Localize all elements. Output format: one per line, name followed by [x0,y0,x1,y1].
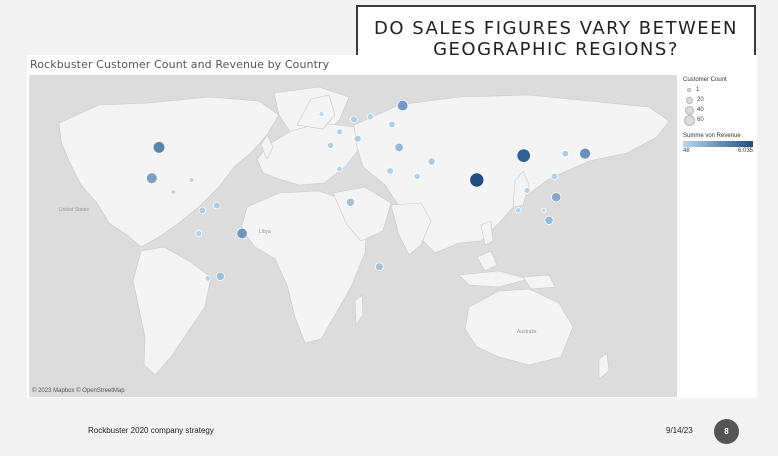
country-marker[interactable] [204,275,211,282]
viz-title: Rockbuster Customer Count and Revenue by… [30,58,330,71]
size-legend-item: 60 [683,114,755,126]
landmass-india [390,202,432,256]
landmass-new-zealand [598,352,610,380]
footer-date: 9/14/23 [666,426,693,435]
size-legend-circle [685,105,694,115]
landmass-philippines [480,220,494,246]
landmass-europe [256,122,360,186]
country-marker[interactable] [188,177,195,183]
legend: Customer Count 1 20 40 60 Summe von Reve… [683,77,755,154]
country-marker[interactable] [336,165,343,173]
size-legend-label: 40 [697,107,704,113]
country-marker[interactable] [327,141,334,149]
color-legend-gradient [683,141,753,147]
size-legend-item: 40 [683,105,755,115]
country-marker[interactable] [427,157,436,166]
country-marker[interactable] [336,128,343,136]
country-marker[interactable] [515,207,522,214]
country-marker[interactable] [198,206,206,215]
size-legend-label: 60 [697,117,704,123]
size-legend-circle [687,88,691,92]
country-marker[interactable] [170,189,177,195]
country-marker[interactable] [413,172,421,180]
country-marker[interactable] [551,192,562,203]
size-legend-label: 20 [697,97,704,103]
country-marker[interactable] [213,201,221,210]
footer-company: Rockbuster 2020 company strategy [88,426,214,435]
landmass-madagascar [354,294,364,326]
country-marker[interactable] [524,187,531,194]
landmass-new-guinea [522,274,556,290]
country-marker[interactable] [146,172,158,184]
country-marker[interactable] [394,142,404,153]
page-number-badge: 8 [714,419,739,444]
size-legend-label: 1 [696,87,700,93]
country-marker[interactable] [195,230,202,237]
size-legend-item: 20 [683,95,755,105]
country-marker[interactable] [541,207,547,213]
landmass-australia [464,288,574,366]
country-marker[interactable] [544,215,554,225]
slide-title: DO SALES FIGURES VARY BETWEEN GEOGRAPHIC… [374,18,738,60]
country-marker[interactable] [561,149,569,158]
size-legend-circle [686,96,693,104]
country-marker[interactable] [366,113,374,121]
map-visualization: Rockbuster Customer Count and Revenue by… [27,55,757,398]
country-marker[interactable] [350,115,358,124]
color-legend-max: 6.035 [737,148,753,154]
country-marker[interactable] [386,167,394,175]
country-marker[interactable] [215,271,225,281]
country-markers [146,99,591,282]
country-marker[interactable] [375,262,384,271]
country-marker[interactable] [550,172,559,181]
country-marker[interactable] [353,134,362,143]
country-marker[interactable] [318,111,325,117]
map-credit: © 2023 Mapbox © OpenStreetMap [32,388,125,394]
country-marker[interactable] [152,141,166,154]
landmass-borneo [476,250,498,272]
country-marker[interactable] [236,227,248,240]
landmass-uk [260,134,274,160]
landmass-north-america [58,96,280,248]
country-marker[interactable] [516,148,531,163]
size-legend-title: Customer Count [683,77,727,83]
size-legend-item: 1 [683,85,755,95]
landmass-japan [512,170,530,208]
country-marker[interactable] [579,147,591,160]
landmass-indonesia [458,270,531,288]
label-libya: Libya [259,229,271,235]
color-legend-title: Summe von Revenue [683,133,741,139]
label-usa: United States [59,207,90,213]
country-marker[interactable] [345,197,355,207]
color-legend-min: 48 [683,148,690,154]
size-legend-circle [684,114,695,126]
landmass-scandinavia [296,94,336,130]
land-masses [58,86,670,380]
landmass-africa [240,190,368,344]
world-map-svg: Australia United States Libya [58,86,670,380]
landmass-south-america [132,246,212,376]
country-marker[interactable] [397,99,409,112]
label-australia: Australia [517,329,537,335]
country-marker[interactable] [388,120,396,129]
country-marker[interactable] [469,172,485,188]
world-map[interactable]: Australia United States Libya © 2023 Map… [29,75,677,397]
landmass-asia [353,94,670,254]
